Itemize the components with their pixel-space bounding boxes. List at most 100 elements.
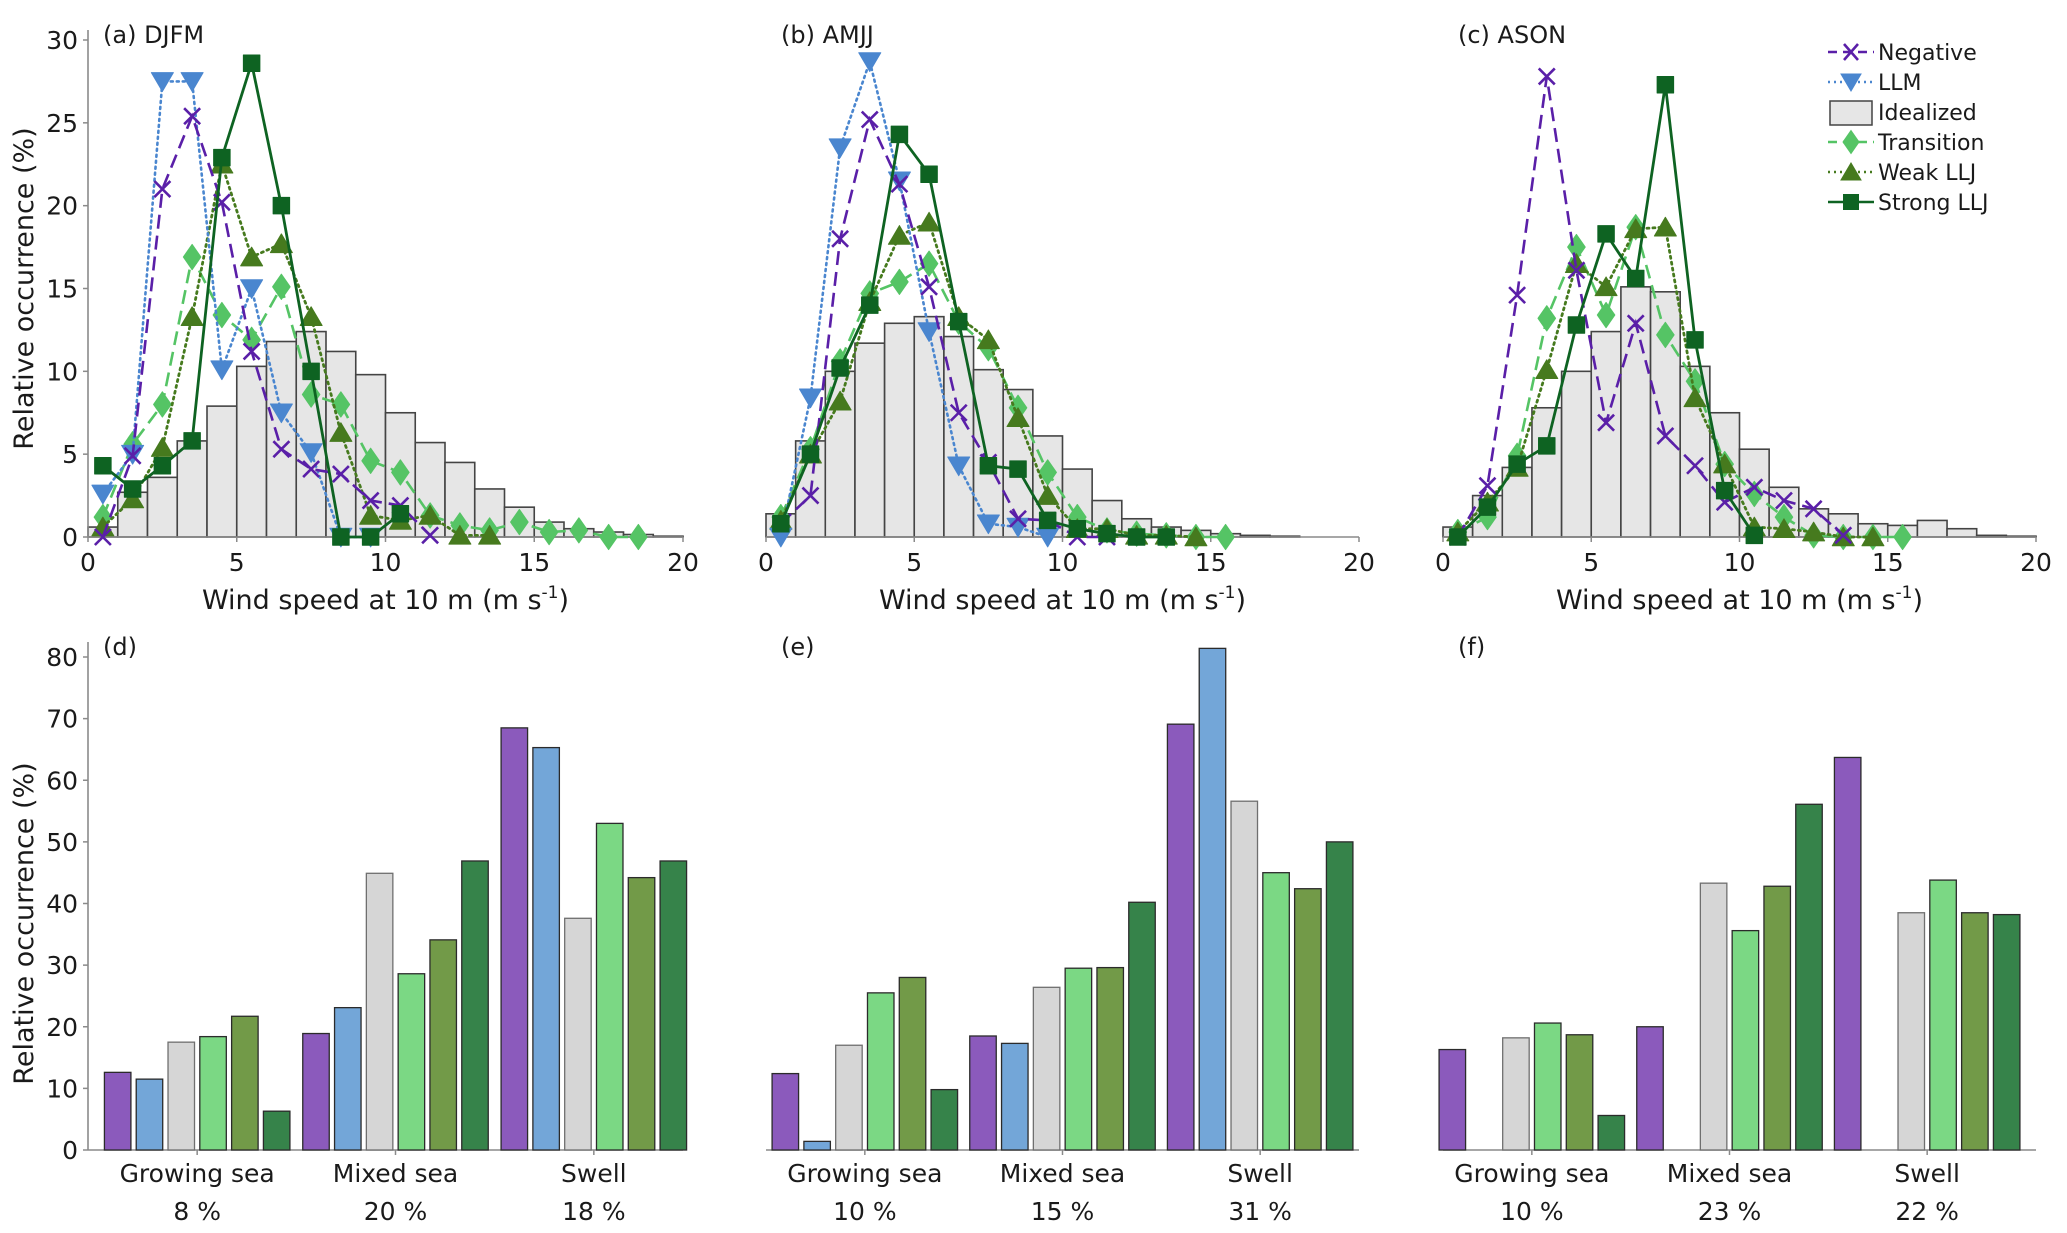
series-strong-llj [772, 125, 1176, 546]
data-point-diamond [361, 447, 380, 474]
bar-idealized [1699, 882, 1728, 1151]
data-point-triangle-up [1802, 521, 1826, 542]
bar-strong-llj [1795, 803, 1823, 1151]
data-point-diamond [1038, 459, 1057, 486]
data-point-diamond [569, 517, 589, 544]
data-point-triangle-down [269, 403, 293, 424]
data-point-x [949, 403, 968, 422]
category-percent: 20 % [364, 1197, 428, 1226]
data-point-x [183, 107, 202, 126]
panel-a: 0 5 10 15 20 25 30 Relative occurrence (%) 0 5 10 1… [9, 21, 699, 616]
x-tick-label: 20 [2020, 548, 2052, 577]
data-point-diamond [510, 508, 529, 536]
bar-negative [500, 727, 529, 1151]
legend-marker-diamond-icon [1842, 129, 1860, 155]
x-axis-label: Wind speed at 10 m (m s-1) [1556, 583, 1923, 616]
data-point-diamond [1656, 321, 1675, 349]
legend-label: Idealized [1878, 101, 1977, 126]
idealized-bar [176, 440, 208, 538]
data-point-triangle-up [1624, 218, 1648, 239]
data-point-x [272, 440, 291, 459]
data-point-square [94, 457, 112, 475]
data-point-triangle-down [947, 456, 971, 477]
data-point-triangle-down [299, 443, 323, 463]
data-point-square [1038, 511, 1057, 530]
series-line [101, 80, 372, 539]
data-point-square [831, 359, 849, 377]
data-point-triangle-up [828, 390, 852, 411]
x-tick-label: 0 [758, 548, 774, 577]
series-line [1457, 222, 1903, 539]
bar-transition [1929, 879, 1957, 1151]
data-point-diamond [272, 273, 291, 300]
bar-idealized [1230, 800, 1259, 1151]
data-point-diamond [890, 268, 909, 296]
panel-title: (d) [103, 633, 137, 661]
category-percent: 31 % [1228, 1197, 1292, 1226]
bar-idealized [564, 917, 592, 1151]
data-point-square [801, 445, 820, 463]
bar-negative [1833, 756, 1862, 1151]
legend-item-weak-llj: Weak LLJ [1828, 161, 1976, 186]
data-point-triangle-up [299, 306, 323, 326]
data-point-square [332, 528, 350, 546]
data-point-triangle-down [976, 514, 1000, 535]
category-percent: 8 % [173, 1197, 221, 1226]
data-point-triangle-up [121, 488, 145, 509]
x-tick-label: 15 [1872, 548, 1904, 577]
x-axis-label-end: ) [559, 585, 570, 616]
legend-label: Negative [1878, 41, 1977, 66]
panel-title: (e) [781, 633, 815, 661]
bar-transition [595, 822, 624, 1151]
idealized-bar [972, 368, 1004, 538]
data-point-triangle-down [828, 138, 852, 159]
legend-label: Strong LLJ [1878, 191, 1989, 216]
data-point-square [1157, 528, 1176, 546]
bar-strong-llj [659, 860, 688, 1151]
data-point-x [831, 229, 850, 248]
y-tick-label: 30 [46, 951, 78, 980]
data-point-square [183, 432, 201, 450]
idealized-bar [1916, 519, 1948, 538]
y-tick-label: 0 [62, 1136, 78, 1165]
y-tick-label: 15 [46, 275, 78, 304]
x-tick-label: 10 [1047, 548, 1079, 577]
idealized-bar [1590, 330, 1622, 538]
data-point-x [1597, 413, 1615, 432]
data-point-triangle-up [359, 505, 383, 525]
bar-transition [1064, 967, 1093, 1151]
data-point-square [861, 296, 879, 314]
panel-title: (f) [1458, 633, 1485, 661]
data-point-diamond [331, 391, 351, 418]
bar-llm [1000, 1042, 1029, 1151]
bar-transition [866, 992, 895, 1151]
data-point-square [772, 514, 790, 533]
x-axis-label-sup: -1 [542, 583, 559, 603]
data-point-x [1656, 427, 1675, 445]
series-line [779, 56, 1049, 539]
bar-transition [1533, 1022, 1562, 1151]
panel-e: (e) Growing sea 10 % Mixed sea 15 % Swell 31 % [766, 633, 1359, 1226]
idealized-bar [206, 405, 238, 538]
bar-negative [969, 1035, 997, 1151]
bar-idealized [167, 1041, 196, 1151]
data-point-x [1508, 286, 1527, 305]
bar-transition [1262, 872, 1290, 1151]
data-point-x [1537, 67, 1556, 86]
data-point-x [1686, 456, 1704, 475]
data-point-square [153, 457, 172, 475]
x-tick-label: 20 [667, 548, 699, 577]
category-label: Mixed sea [333, 1159, 458, 1188]
y-axis-label: Relative occurrence (%) [9, 127, 40, 449]
series-strong-llj [1449, 75, 1764, 546]
data-point-diamond [1893, 523, 1912, 551]
idealized-bar [146, 476, 179, 538]
data-point-square [890, 125, 909, 144]
data-point-square [1686, 331, 1704, 349]
bar-llm [333, 1006, 362, 1151]
data-point-x [123, 446, 142, 465]
data-point-triangle-up [1594, 276, 1618, 297]
data-point-diamond [629, 523, 648, 551]
bar-negative [1438, 1048, 1467, 1151]
category-label: Mixed sea [1000, 1159, 1125, 1188]
